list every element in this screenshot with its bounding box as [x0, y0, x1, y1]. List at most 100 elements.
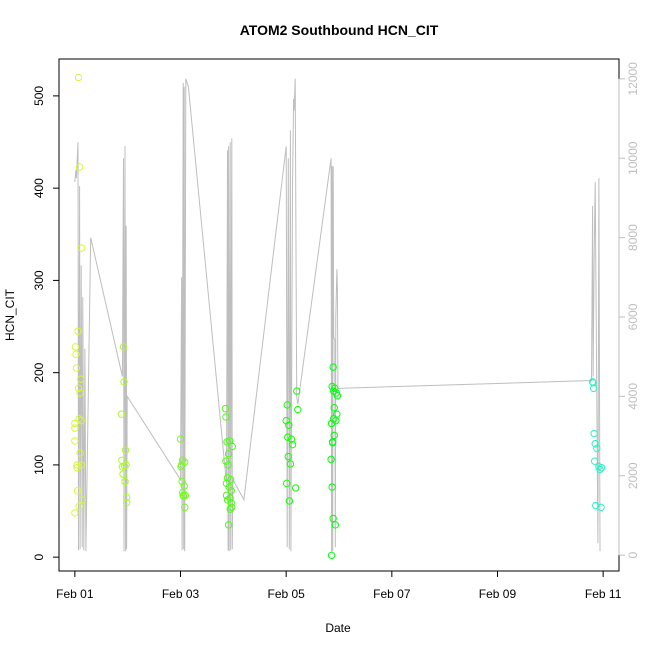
data-point: [222, 413, 230, 421]
data-point: [71, 437, 79, 445]
data-point: [228, 442, 236, 451]
x-tick-label: Feb 01: [56, 587, 94, 601]
data-point: [226, 475, 235, 484]
data-point: [333, 410, 341, 418]
data-point: [327, 455, 335, 464]
data-point: [178, 456, 187, 464]
data-point: [121, 477, 129, 486]
data-point: [71, 343, 80, 351]
data-point: [224, 521, 233, 529]
data-point: [71, 424, 79, 432]
data-point: [226, 494, 234, 502]
y2-tick-label: 8000: [626, 224, 640, 251]
line-layer: [74, 78, 601, 552]
data-point: [120, 378, 128, 386]
y2-tick-label: 2000: [626, 462, 640, 489]
data-point: [179, 492, 188, 500]
data-point: [120, 462, 129, 470]
data-point: [178, 477, 186, 486]
data-point: [283, 401, 291, 409]
data-point: [74, 384, 83, 393]
data-point: [589, 384, 598, 393]
y2-tick-label: 12000: [626, 62, 640, 96]
data-point: [597, 463, 606, 472]
y-tick-label: 400: [32, 178, 46, 198]
data-point: [589, 379, 597, 387]
data-point: [291, 484, 300, 492]
axis-layer: Feb 01 Feb 03 Feb 05 Feb 07 Feb 09 Feb 11 0 100…: [32, 62, 640, 601]
y2-tick-label: 10000: [626, 141, 640, 175]
y2-tick-label: 0: [626, 551, 640, 558]
data-point: [285, 421, 293, 429]
data-point: [330, 404, 338, 412]
data-point: [72, 350, 80, 358]
data-point: [597, 503, 605, 512]
y-tick-label: 200: [32, 362, 46, 382]
data-point: [75, 415, 83, 423]
data-point: [74, 327, 82, 335]
data-point: [78, 496, 86, 504]
data-point: [77, 461, 85, 469]
data-point: [119, 470, 127, 478]
data-point: [331, 521, 340, 529]
y-tick-label: 500: [32, 86, 46, 106]
data-point: [224, 461, 232, 469]
data-point: [222, 457, 230, 465]
data-point: [591, 439, 599, 448]
data-point: [331, 384, 339, 393]
point-layer: [71, 73, 606, 560]
x-axis-label: Date: [325, 621, 351, 635]
data-point: [222, 479, 231, 488]
data-point: [329, 363, 337, 371]
data-point: [72, 364, 81, 372]
data-point: [596, 465, 604, 474]
y2-tick-label: 4000: [626, 383, 640, 410]
data-point: [284, 452, 292, 461]
data-point: [328, 439, 337, 447]
data-point: [288, 440, 297, 449]
data-point: [224, 450, 233, 458]
y-tick-label: 0: [32, 554, 46, 561]
data-point: [181, 503, 189, 512]
data-point: [73, 461, 81, 469]
y-tick-label: 300: [32, 270, 46, 290]
data-point: [227, 487, 235, 495]
data-point: [282, 479, 291, 488]
data-point: [284, 433, 292, 441]
data-point: [225, 483, 233, 491]
data-point: [77, 416, 85, 425]
data-point: [590, 429, 598, 438]
data-point: [328, 483, 336, 491]
data-point: [593, 444, 601, 453]
x-tick-label: Feb 05: [267, 587, 305, 601]
data-point: [287, 435, 296, 443]
data-point: [76, 449, 84, 457]
data-point: [117, 410, 126, 418]
data-point: [327, 551, 336, 560]
data-point: [73, 487, 82, 495]
data-point: [329, 514, 337, 523]
data-point: [121, 446, 130, 454]
data-point: [228, 503, 236, 512]
data-point: [76, 389, 84, 397]
data-point: [181, 458, 189, 466]
data-point: [119, 343, 128, 351]
data-point: [285, 497, 294, 505]
y-tick-label: 100: [32, 455, 46, 475]
x-tick-label: Feb 11: [585, 587, 622, 601]
x-tick-label: Feb 07: [373, 587, 411, 601]
data-point: [75, 163, 84, 171]
data-point: [293, 387, 301, 395]
data-point: [592, 501, 600, 510]
data-point: [590, 457, 599, 465]
y-axis-label: HCN_CIT: [3, 288, 17, 341]
data-point: [75, 502, 83, 511]
data-point: [176, 435, 185, 443]
data-point: [294, 405, 302, 414]
data-point: [71, 509, 79, 517]
data-point: [181, 491, 189, 500]
data-point: [286, 460, 295, 468]
data-point: [122, 493, 131, 501]
hcn-timeline-line: [74, 78, 601, 552]
